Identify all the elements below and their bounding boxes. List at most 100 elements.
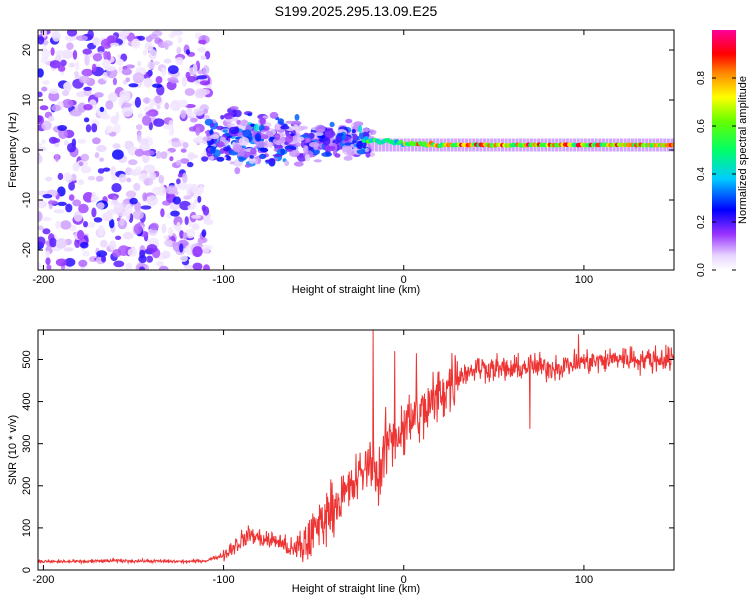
spectrogram-cell xyxy=(82,250,90,257)
spectrogram-cell xyxy=(240,148,245,157)
spectrogram-cell xyxy=(222,129,228,133)
snr-x-ticks: -200 -100 0 100 xyxy=(32,330,593,586)
spectrogram-cell xyxy=(139,266,145,270)
spectrogram-cell xyxy=(184,216,189,226)
spectrogram-cell xyxy=(321,152,333,157)
spectrogram-cell xyxy=(313,159,322,163)
spectrogram-cell xyxy=(179,158,190,164)
spectrogram-cell xyxy=(284,160,290,167)
spectrogram-cell xyxy=(180,148,187,153)
spectrogram-cell xyxy=(203,108,209,114)
spectrogram-cell xyxy=(351,128,356,134)
snr-x-axis-label: Height of straight line (km) xyxy=(292,583,420,595)
spectrogram-cell xyxy=(259,153,267,160)
spectrogram-cell xyxy=(215,141,225,148)
spectrogram-cell xyxy=(133,182,141,192)
spectrogram-cell xyxy=(210,122,215,128)
spectrogram-cell xyxy=(249,155,254,159)
spectrogram-cell xyxy=(229,161,235,165)
spectrogram-cell xyxy=(87,175,96,181)
spectrogram-cell xyxy=(147,195,158,207)
spectrogram-cell xyxy=(161,67,167,77)
spectrogram-cell xyxy=(353,121,364,127)
spectrogram-cell xyxy=(184,88,195,96)
spectrogram-cell xyxy=(96,144,107,153)
spectrogram-cell xyxy=(112,143,121,149)
spectrogram-cell xyxy=(303,145,309,154)
colorbar-tick-label: 0.2 xyxy=(696,215,707,229)
spectrogram-cell xyxy=(80,166,92,174)
spectrogram-cell xyxy=(100,38,112,49)
spectrogram-cell xyxy=(142,49,148,56)
spectrogram-cell xyxy=(147,61,156,70)
spectrogram-cell xyxy=(64,35,77,42)
spectrogram-cell xyxy=(137,112,144,119)
spectrogram-cell xyxy=(102,211,113,222)
spectrogram-marks xyxy=(38,30,674,270)
spectrogram-cell xyxy=(149,222,159,231)
spectrogram-cell xyxy=(203,219,214,225)
spectrogram-cell xyxy=(313,144,319,151)
spectrogram-cell xyxy=(267,141,274,148)
spectrogram-cell xyxy=(128,83,139,88)
spectrogram-cell xyxy=(84,54,90,66)
spectrogram-cell xyxy=(65,203,73,213)
spectrogram-cell xyxy=(144,41,154,52)
spectrogram-cell xyxy=(294,114,300,121)
spectrogram-cell xyxy=(161,223,167,234)
spectrogram-cell xyxy=(202,65,210,75)
spectrogram-cell xyxy=(81,68,94,77)
spectrogram-cell xyxy=(229,106,239,110)
spectrogram-cell xyxy=(195,136,204,143)
spectrogram-cell xyxy=(155,76,163,84)
spectrogram-cell xyxy=(51,104,61,112)
spectrogram-cell xyxy=(132,72,145,84)
colorbar: 0.0 0.2 0.4 0.6 0.8 Normalized spectral ampl… xyxy=(696,30,749,277)
spectrogram-cell xyxy=(182,172,188,184)
spectrogram-cell xyxy=(142,192,148,202)
spectrogram-cell xyxy=(181,76,187,87)
spectrogram-cell xyxy=(108,92,118,103)
spectrogram-cell xyxy=(55,50,67,56)
spectrogram-cell xyxy=(127,248,138,257)
spectrogram-cell xyxy=(170,210,180,217)
spectrogram-cell xyxy=(66,30,78,37)
spectrogram-cell xyxy=(66,42,74,50)
spectrogram-cell xyxy=(208,155,215,161)
spectrogram-cell xyxy=(334,153,341,158)
spectrogram-cell xyxy=(60,220,72,230)
spectrogram-cell xyxy=(192,246,203,258)
spectrogram-cell xyxy=(63,172,71,182)
spectrogram-cell xyxy=(97,168,105,174)
spectrogram-cell xyxy=(175,159,182,166)
snr-y-tick-label: 200 xyxy=(21,477,33,495)
spectrogram-cell xyxy=(91,63,97,73)
spectrogram-cell xyxy=(110,165,117,177)
spectrogram-y-tick-label: -20 xyxy=(21,242,33,258)
spectrogram-y-tick-label: 10 xyxy=(21,94,33,106)
spectrogram-cell xyxy=(185,71,191,79)
spectrogram-cell xyxy=(79,75,91,84)
spectrogram-cell xyxy=(42,194,53,199)
spectrogram-cell xyxy=(265,130,274,137)
spectrogram-cell xyxy=(149,98,154,109)
snr-y-tick-label: 500 xyxy=(21,350,33,368)
spectrogram-cell xyxy=(191,214,201,219)
spectrogram-cell xyxy=(198,185,204,194)
spectrogram-cell xyxy=(72,50,78,60)
spectrogram-cell xyxy=(113,123,121,134)
spectrogram-cell xyxy=(171,141,182,148)
spectrogram-cell xyxy=(198,88,211,96)
spectrogram-cell xyxy=(164,42,169,50)
spectrogram-cell xyxy=(98,224,105,236)
spectrogram-cell xyxy=(94,92,104,98)
spectrogram-cell xyxy=(177,36,183,44)
spectrogram-cell xyxy=(38,36,45,45)
spectrogram-cell xyxy=(242,129,252,138)
spectrogram-cell xyxy=(228,126,240,135)
spectrogram-band-cell xyxy=(670,142,674,148)
spectrogram-cell xyxy=(122,231,134,240)
spectrogram-cell xyxy=(197,195,202,203)
snr-y-tick-label: 100 xyxy=(21,519,33,537)
colorbar-tick-label: 0.0 xyxy=(696,263,707,277)
